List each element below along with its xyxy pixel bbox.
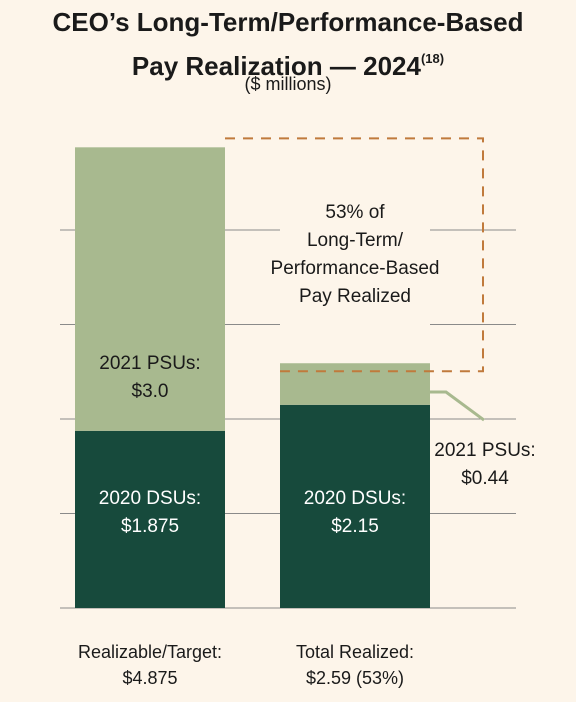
bar-realized-dsu xyxy=(280,404,430,608)
chart-subtitle: ($ millions) xyxy=(244,74,332,94)
bar-target-psu xyxy=(75,147,225,431)
target-dsu-label-line2: $1.875 xyxy=(120,516,180,537)
realized-dsu-label-line2: $2.15 xyxy=(331,516,379,537)
target-dsu-label: 2020 DSUs: $1.875 xyxy=(75,485,225,541)
target-psu-label-line2: $3.0 xyxy=(131,381,169,402)
realized-psu-label: 2021 PSUs: $0.44 xyxy=(425,437,545,493)
realization-bracket xyxy=(225,137,484,373)
callout-line3: Performance-Based xyxy=(270,258,440,279)
realized-psu-leader xyxy=(430,390,485,422)
realized-total: Total Realized: $2.59 (53%) xyxy=(255,639,455,691)
target-total: Realizable/Target: $4.875 xyxy=(50,639,250,691)
realized-dsu-label-line1: 2020 DSUs: xyxy=(303,488,407,509)
callout-line2: Long-Term/ xyxy=(306,230,404,251)
footnote-marker: (18) xyxy=(420,51,445,66)
target-total-value: $4.875 xyxy=(122,668,178,688)
realized-dsu-label: 2020 DSUs: $2.15 xyxy=(280,485,430,541)
bar-realized-psu xyxy=(280,363,430,405)
target-total-label: Realizable/Target: xyxy=(77,642,223,662)
callout-line4: Pay Realized xyxy=(299,286,411,307)
realized-psu-label-line2: $0.44 xyxy=(461,468,509,489)
chart-title-line2: Pay Realization — 2024(18) xyxy=(0,41,576,84)
bar-target-dsu xyxy=(75,430,225,608)
realized-psu-label-line1: 2021 PSUs: xyxy=(434,440,536,461)
target-psu-label-line1: 2021 PSUs: xyxy=(99,353,201,374)
target-psu-label: 2021 PSUs: $3.0 xyxy=(75,350,225,406)
target-dsu-label-line1: 2020 DSUs: xyxy=(98,488,202,509)
callout-line1: 53% of xyxy=(325,202,385,223)
chart-title-text: Pay Realization — 2024 xyxy=(131,51,421,81)
chart-title-line1: CEO’s Long-Term/Performance-Based xyxy=(52,7,524,37)
realization-callout-text: 53% of Long-Term/ Performance-Based Pay … xyxy=(245,199,465,311)
realized-total-label: Total Realized: xyxy=(295,642,415,662)
realized-total-value: $2.59 (53%) xyxy=(305,668,405,688)
